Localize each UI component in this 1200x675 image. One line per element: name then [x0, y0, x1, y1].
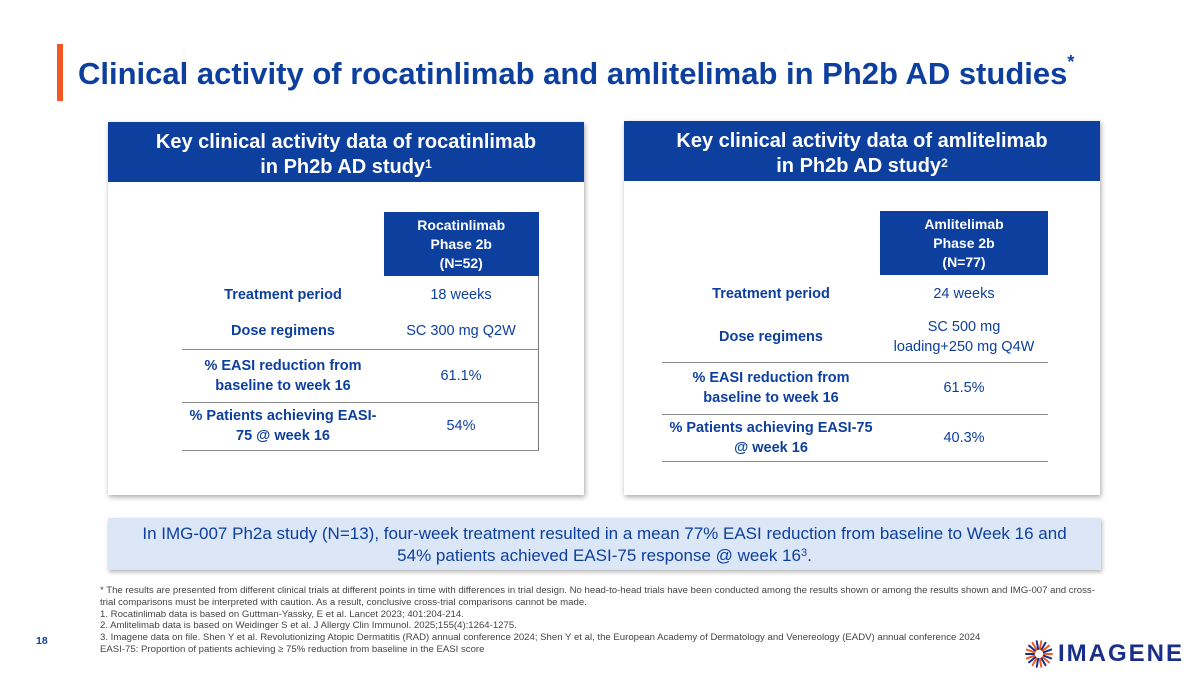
amlitelimab-panel-header: Key clinical activity data of amlitelima… — [624, 121, 1100, 181]
table-row: Dose regimens SC 500 mg loading+250 mg Q4… — [662, 312, 1048, 363]
logo-ray — [1038, 640, 1043, 651]
rocatinlimab-panel-header: Key clinical activity data of rocatinlim… — [108, 122, 584, 182]
logo-ray — [1042, 648, 1053, 654]
amlitelimab-column-header: Amlitelimab Phase 2b (N=77) — [880, 211, 1048, 275]
footnote: 1. Rocatinlimab data is based on Guttman… — [100, 608, 464, 620]
logo-ray — [1038, 657, 1043, 668]
logo-ray — [1025, 648, 1036, 654]
page-title: Clinical activity of rocatinlimab and am… — [78, 52, 1075, 91]
logo-ray — [1041, 644, 1050, 652]
table-row: % Patients achieving EASI-75 @ week 16 4… — [662, 414, 1048, 462]
title-accent-bar — [57, 44, 63, 101]
table-row: Treatment period 18 weeks — [182, 276, 539, 313]
logo-ray — [1040, 657, 1047, 667]
footnote: * The results are presented from differe… — [100, 585, 1095, 608]
amlitelimab-table: Amlitelimab Phase 2b (N=77) Treatment pe… — [662, 211, 1048, 462]
imagene-logo: IMAGENE — [1024, 637, 1184, 671]
amlitelimab-panel: Key clinical activity data of amlitelima… — [624, 121, 1100, 495]
logo-ray — [1025, 654, 1036, 660]
page-number: 18 — [36, 635, 48, 647]
footnote: 2. Amlitelimab data is based on Weidinge… — [100, 620, 517, 632]
img-007-callout: In IMG-007 Ph2a study (N=13), four-week … — [108, 518, 1101, 570]
table-row: Dose regimens SC 300 mg Q2W — [182, 313, 539, 350]
rocatinlimab-table: Rocatinlimab Phase 2b (N=52) Treatment p… — [182, 212, 539, 451]
logo-ray — [1035, 640, 1040, 651]
footnote: EASI-75: Proportion of patients achievin… — [100, 643, 485, 655]
footnotes: * The results are presented from differe… — [100, 585, 1110, 656]
footnote: 3. Imagene data on file. Shen Y et al. R… — [100, 632, 981, 644]
table-row: % Patients achieving EASI-75 @ week 16 5… — [182, 402, 539, 451]
logo-ray — [1028, 656, 1037, 664]
table-row: % EASI reduction from baseline to week 1… — [662, 362, 1048, 415]
rocatinlimab-column-header: Rocatinlimab Phase 2b (N=52) — [384, 212, 539, 276]
logo-ray — [1035, 657, 1040, 668]
logo-ray — [1041, 656, 1050, 664]
table-row: Treatment period 24 weeks — [712, 285, 995, 302]
logo-ray — [1028, 644, 1037, 652]
logo-ray — [1031, 657, 1038, 667]
rocatinlimab-panel: Key clinical activity data of rocatinlim… — [108, 122, 584, 495]
logo-ray — [1040, 641, 1047, 651]
sunburst-logo-icon — [1025, 640, 1053, 668]
logo-ray — [1042, 654, 1053, 660]
table-row: % EASI reduction from baseline to week 1… — [182, 349, 539, 403]
logo-ray — [1031, 641, 1038, 651]
logo-text: IMAGENE — [1058, 640, 1185, 667]
